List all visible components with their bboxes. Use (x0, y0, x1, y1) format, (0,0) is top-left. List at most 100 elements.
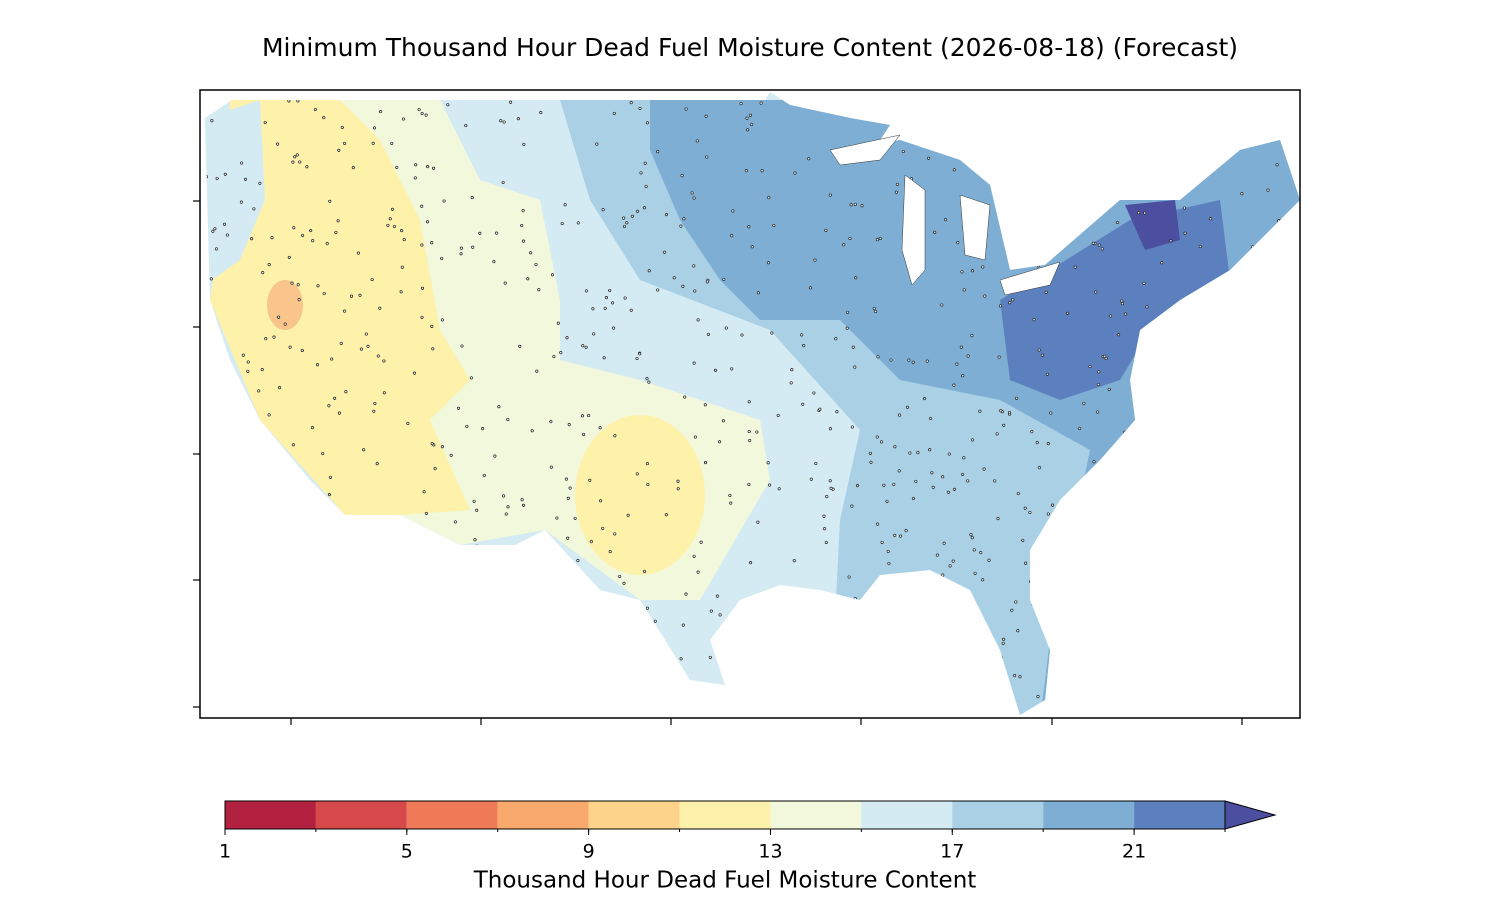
station (213, 642, 217, 646)
station (210, 119, 214, 123)
station (1092, 516, 1096, 521)
station (1177, 546, 1181, 550)
station (1219, 100, 1223, 104)
station (972, 548, 976, 552)
station (370, 667, 374, 671)
station (1213, 586, 1217, 590)
station (812, 391, 816, 395)
station (1160, 687, 1164, 691)
station (214, 247, 219, 251)
station (362, 448, 366, 452)
station (240, 435, 244, 439)
station (279, 471, 283, 475)
station (399, 290, 403, 294)
station (1156, 513, 1160, 518)
station (291, 443, 295, 447)
station (246, 369, 250, 373)
station (853, 365, 857, 369)
station (1073, 213, 1077, 218)
station (717, 440, 722, 444)
station (942, 541, 946, 545)
station (412, 371, 417, 375)
station (696, 570, 700, 574)
station (705, 155, 709, 159)
station (746, 665, 750, 669)
station (879, 440, 884, 444)
station (970, 536, 974, 540)
station (1250, 245, 1255, 249)
station (1035, 441, 1039, 445)
station (1075, 681, 1079, 685)
station (1138, 189, 1142, 193)
station (550, 273, 555, 277)
station (1216, 337, 1220, 341)
station (1187, 598, 1191, 602)
station (1214, 535, 1218, 539)
station (396, 689, 400, 693)
station (682, 217, 686, 221)
station (660, 690, 664, 694)
station (521, 239, 526, 243)
station (566, 496, 570, 500)
station (310, 426, 315, 430)
station (1118, 532, 1122, 536)
station (824, 228, 828, 232)
station (1288, 249, 1292, 253)
map-region (205, 100, 265, 280)
station (938, 595, 942, 599)
station (205, 412, 209, 416)
station (1207, 547, 1211, 551)
station (846, 310, 850, 314)
station (927, 156, 931, 160)
station (715, 594, 719, 598)
station (948, 628, 953, 632)
station (1029, 579, 1033, 584)
station (270, 236, 274, 240)
station (729, 501, 733, 505)
station (845, 326, 849, 330)
station (854, 276, 858, 280)
station (440, 445, 444, 449)
colorbar: 1 5 9 13 17 21 (219, 800, 1277, 863)
station (580, 414, 585, 418)
station (1115, 220, 1120, 225)
station (372, 126, 377, 130)
station (257, 389, 261, 393)
station (440, 256, 444, 261)
station (1115, 106, 1119, 110)
station (1182, 206, 1186, 210)
station (287, 255, 291, 259)
station (501, 180, 505, 185)
station (565, 336, 569, 340)
station (1154, 422, 1158, 426)
station (1025, 109, 1029, 113)
station (608, 550, 612, 554)
station (1123, 507, 1127, 511)
station (309, 229, 313, 233)
station (750, 122, 754, 127)
station (237, 399, 241, 404)
station (1140, 650, 1145, 654)
station (313, 107, 317, 112)
station (728, 493, 732, 497)
station (475, 508, 479, 512)
station (470, 196, 474, 200)
station (246, 360, 250, 364)
map-region (210, 100, 470, 515)
station (307, 644, 311, 648)
station (676, 479, 680, 483)
station (875, 238, 879, 242)
station (868, 451, 872, 455)
station (976, 701, 980, 705)
station (1094, 290, 1098, 294)
station (908, 451, 912, 455)
station (1179, 453, 1183, 457)
station (672, 276, 676, 280)
station (1177, 508, 1181, 512)
station (1044, 290, 1048, 294)
station (638, 106, 642, 110)
station (704, 114, 708, 118)
station (588, 478, 592, 482)
station (1156, 367, 1161, 371)
station (642, 569, 647, 573)
